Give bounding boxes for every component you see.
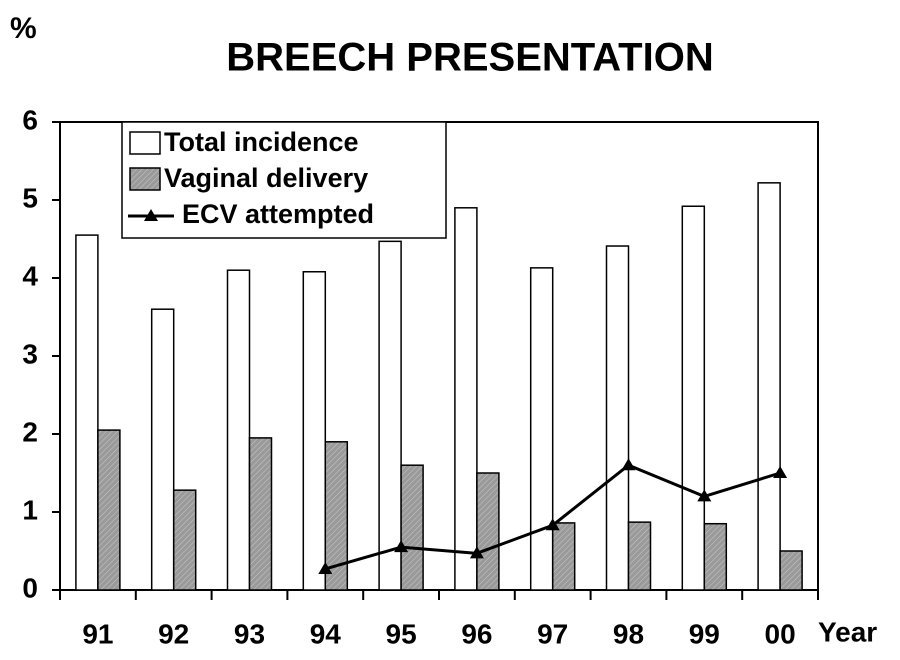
legend-label: Total incidence	[164, 127, 359, 157]
bar	[703, 522, 728, 591]
bar	[226, 269, 251, 591]
legend-label: ECV attempted	[182, 199, 374, 229]
bar	[779, 550, 803, 591]
bar	[476, 472, 500, 591]
bar	[324, 441, 349, 591]
y-tick-label: 5	[22, 182, 38, 213]
x-tick-label: 94	[310, 618, 342, 649]
bar	[150, 308, 175, 591]
line-marker	[697, 489, 712, 502]
line-marker	[545, 518, 560, 531]
legend-swatch	[129, 131, 161, 155]
line-marker	[773, 466, 788, 478]
bar	[75, 234, 99, 591]
legend: Total incidence Vaginal delivery ECV attem…	[121, 121, 447, 239]
bar	[605, 245, 630, 591]
x-axis-label: Year	[818, 616, 877, 647]
x-tick-label: 95	[386, 618, 417, 649]
y-tick-label: 6	[22, 104, 38, 135]
legend-box	[121, 121, 447, 239]
x-tick-label: 91	[82, 618, 113, 649]
bar	[172, 489, 197, 591]
y-axis-label: %	[10, 12, 37, 45]
legend-swatch	[129, 167, 161, 191]
chart-title: BREECH PRESENTATION	[226, 36, 713, 80]
bar	[551, 522, 576, 591]
bar	[248, 437, 273, 591]
x-tick-label: 92	[158, 618, 189, 649]
x-tick-label: 99	[689, 618, 720, 649]
x-tick-label: 93	[234, 618, 265, 649]
y-tick-label: 1	[22, 494, 38, 525]
bar	[627, 521, 652, 591]
x-tick-label: 97	[537, 618, 568, 649]
bar	[454, 207, 478, 591]
y-tick-label: 4	[22, 260, 38, 291]
bar	[681, 205, 706, 591]
bar	[757, 182, 781, 591]
bar	[378, 240, 402, 591]
line-marker	[621, 458, 636, 471]
y-tick-label: 0	[22, 572, 38, 603]
x-tick-label: 96	[461, 618, 492, 649]
y-tick-label: 2	[22, 416, 38, 447]
line-marker	[394, 540, 409, 553]
bar	[529, 267, 554, 591]
legend-marker	[144, 209, 158, 221]
x-tick-label: 98	[613, 618, 644, 649]
line-marker	[469, 546, 484, 559]
bar	[97, 429, 121, 591]
line-marker	[318, 561, 333, 574]
y-tick-label: 3	[22, 338, 38, 369]
x-tick-label: 00	[765, 618, 796, 649]
bar	[400, 464, 424, 591]
legend-label: Vaginal delivery	[164, 163, 368, 193]
bar	[302, 271, 327, 591]
